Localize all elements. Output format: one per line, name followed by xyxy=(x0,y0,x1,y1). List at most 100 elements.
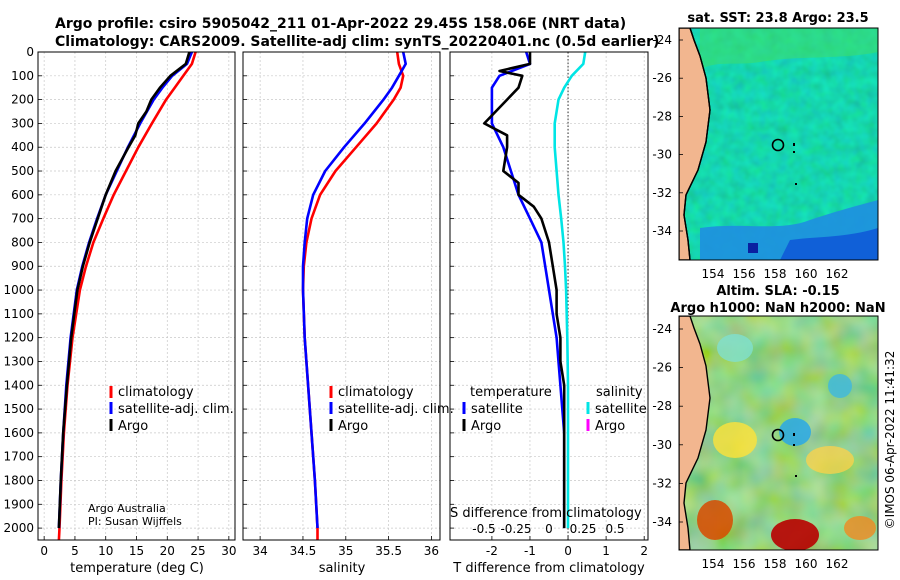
map-lat-label: -32 xyxy=(652,476,672,490)
panel-frame xyxy=(242,51,441,541)
map-lat-label: -28 xyxy=(652,109,672,123)
map-lat-label: -30 xyxy=(652,438,672,452)
sst-map-land-outline xyxy=(683,28,711,260)
sla-map-frame xyxy=(678,315,879,551)
map-lat-label: -26 xyxy=(652,361,672,375)
x-tick-label: 0 xyxy=(564,544,572,558)
x-tick-label: 35 xyxy=(338,544,353,558)
sla-map-eddy xyxy=(779,418,811,446)
depth-tick-label: 1400 xyxy=(3,378,34,392)
map-lat-label: -24 xyxy=(652,322,672,336)
series-line-climatology xyxy=(57,51,197,541)
sla-map-land xyxy=(679,316,711,550)
s-tick-label: -0.5 xyxy=(472,522,495,536)
map-lon-label: 156 xyxy=(733,557,756,571)
depth-tick-label: 1000 xyxy=(3,283,34,297)
x-tick-label: 2 xyxy=(640,544,648,558)
depth-tick-label: 700 xyxy=(11,212,34,226)
depth-tick-labels: 0 100 200 300 400 500 600 700 800 900 1000 1100 1200… xyxy=(3,45,34,535)
sla-map-eddy xyxy=(713,422,757,458)
sla-map-lon-ticks: 154 156 158 160 162 xyxy=(702,557,849,571)
legend-label-satellite: satellite-adj. clim. xyxy=(338,402,454,417)
map-lon-label: 162 xyxy=(826,267,849,281)
sst-map xyxy=(678,27,879,261)
panel-frame xyxy=(37,51,236,541)
depth-tick-label: 1500 xyxy=(3,402,34,416)
x-tick-label: 15 xyxy=(129,544,144,558)
legend-label-argo: Argo xyxy=(118,419,148,434)
depth-tick-label: 1200 xyxy=(3,331,34,345)
sla-map-eddy xyxy=(828,374,852,398)
depth-tick-label: 2000 xyxy=(3,521,34,535)
depth-tick-label: 600 xyxy=(11,188,34,202)
x-tick-label: 36 xyxy=(424,544,439,558)
x-tick-label: 1 xyxy=(602,544,610,558)
credit-line-1: Argo Australia xyxy=(88,502,166,515)
x-tick-label: -2 xyxy=(486,544,498,558)
map-lon-label: 158 xyxy=(764,557,787,571)
map-lon-label: 154 xyxy=(702,267,725,281)
legend-label-argo: Argo xyxy=(338,419,368,434)
map-lon-label: 160 xyxy=(795,267,818,281)
sla-map-title-line-2: Argo h1000: NaN h2000: NaN xyxy=(670,301,885,316)
temperature-axis-label: temperature (deg C) xyxy=(70,561,204,576)
sst-map-hot-spot xyxy=(748,243,758,253)
legend-heading-salinity: salinity xyxy=(596,385,643,400)
depth-tick-label: 200 xyxy=(11,93,34,107)
map-lat-label: -28 xyxy=(652,399,672,413)
legend-heading-temperature: temperature xyxy=(470,385,552,400)
legend-label-satellite: satellite-adj. clim. xyxy=(118,402,234,417)
map-lat-label: -34 xyxy=(652,515,672,529)
figure-title-line-1: Argo profile: csiro 5905042_211 01-Apr-2… xyxy=(55,16,626,32)
x-tick-label: 5 xyxy=(71,544,79,558)
temperature-legend: climatology satellite-adj. clim. Argo xyxy=(109,385,234,434)
depth-tick-label: 900 xyxy=(11,259,34,273)
map-lon-label: 158 xyxy=(764,267,787,281)
legend-label-climatology: climatology xyxy=(118,385,194,400)
depth-tick-label: 1100 xyxy=(3,307,34,321)
sst-map-lat-ticks: -24 -26 -28 -30 -32 -34 xyxy=(652,33,683,238)
series-line-climatology xyxy=(301,51,405,540)
sla-map-eddy xyxy=(697,500,733,540)
map-lon-label: 162 xyxy=(826,557,849,571)
x-tick-label: 10 xyxy=(98,544,113,558)
series-line-t-satellite xyxy=(490,51,566,529)
sst-map-dot xyxy=(795,183,797,185)
x-tick-label: 35.5 xyxy=(375,544,402,558)
x-tick-label: 34.5 xyxy=(290,544,317,558)
depth-tick-label: 100 xyxy=(11,69,34,83)
t-difference-axis-label: T difference from climatology xyxy=(452,561,645,576)
credit-line-2: PI: Susan Wijffels xyxy=(88,515,182,528)
depth-tick-label: 500 xyxy=(11,164,34,178)
series-line-argo xyxy=(57,51,191,529)
sst-map-title: sat. SST: 23.8 Argo: 23.5 xyxy=(687,11,868,26)
x-tick-label: 30 xyxy=(221,544,236,558)
s-tick-label: -0.25 xyxy=(500,522,531,536)
map-lat-label: -26 xyxy=(652,71,672,85)
sla-map-float-marker xyxy=(771,428,785,442)
difference-legend: temperature satellite Argo salinity sate… xyxy=(462,385,647,434)
s-difference-axis-label: S difference from climatology xyxy=(450,506,642,521)
sla-map-dot xyxy=(793,444,795,446)
sst-map-frame xyxy=(678,27,879,261)
sla-map-lat-ticks: -24 -26 -28 -30 -32 -34 xyxy=(652,322,683,529)
salinity-axis-label: salinity xyxy=(319,561,366,576)
sst-map-warm-zone xyxy=(700,28,878,70)
sst-map-float-marker xyxy=(771,138,785,152)
depth-tick-label: 800 xyxy=(11,235,34,249)
legend-label-s-argo: Argo xyxy=(595,419,625,434)
temperature-panel: 0 5 10 15 20 25 30 xyxy=(37,51,236,558)
figure-title-line-2: Climatology: CARS2009. Satellite-adj cli… xyxy=(55,34,659,50)
x-tick-label: 25 xyxy=(190,544,205,558)
map-lat-label: -32 xyxy=(652,186,672,200)
map-lon-label: 154 xyxy=(702,557,725,571)
depth-tick-label: 1600 xyxy=(3,426,34,440)
series-line-t-argo xyxy=(482,52,566,529)
x-tick-label: -1 xyxy=(524,544,536,558)
depth-tick-label: 300 xyxy=(11,116,34,130)
x-tick-label: 20 xyxy=(160,544,175,558)
x-tick-label: 0 xyxy=(40,544,48,558)
depth-tick-label: 1800 xyxy=(3,473,34,487)
